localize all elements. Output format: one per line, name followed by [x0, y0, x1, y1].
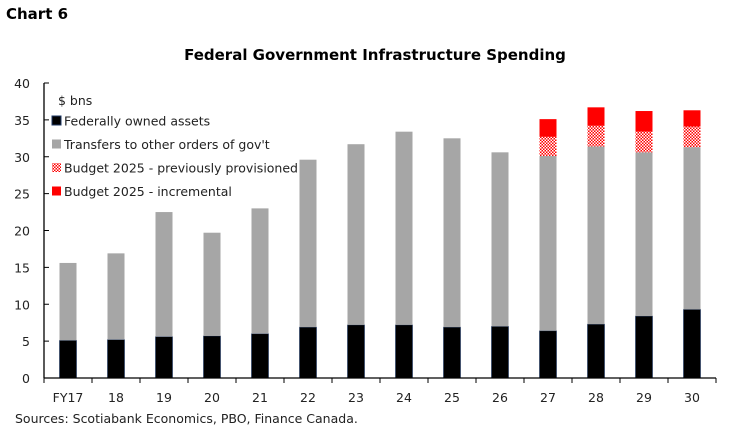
bar-federal	[299, 326, 317, 379]
bar-federal	[635, 315, 653, 379]
bar-federal	[587, 323, 605, 379]
y-axis-unit: $ bns	[58, 93, 92, 108]
y-tick-label: 10	[14, 297, 30, 312]
y-tick-label: 5	[22, 334, 30, 349]
y-tick-label: 40	[14, 76, 30, 91]
legend-label: Federally owned assets	[64, 114, 210, 129]
bar-federal	[155, 336, 173, 379]
bar-federal	[491, 326, 509, 379]
bar-federal	[539, 330, 557, 379]
bar-transfers	[395, 131, 413, 325]
x-tick-label: 26	[492, 390, 508, 405]
x-tick-label: 20	[204, 390, 220, 405]
bar-transfers	[491, 152, 509, 327]
x-tick-label: 18	[108, 390, 124, 405]
bar-federal	[347, 324, 365, 379]
bar-federal	[251, 333, 269, 379]
x-tick-label: 21	[252, 390, 268, 405]
bar-transfers	[587, 146, 605, 325]
x-tick-label: 24	[396, 390, 412, 405]
bar-provisioned	[539, 136, 557, 157]
legend-label: Transfers to other orders of gov't	[63, 137, 270, 152]
bar-transfers	[539, 156, 557, 331]
x-tick-label: 25	[444, 390, 460, 405]
x-tick-label: FY17	[53, 390, 84, 405]
x-tick-label: 29	[636, 390, 652, 405]
x-tick-label: 23	[348, 390, 364, 405]
bar-transfers	[347, 144, 365, 325]
legend-swatch	[51, 115, 62, 126]
legend-swatch	[52, 163, 61, 172]
bar-incremental	[683, 110, 701, 127]
legend-swatch	[52, 139, 61, 149]
x-tick-label: 22	[300, 390, 316, 405]
bar-transfers	[59, 262, 77, 341]
x-tick-label: 28	[588, 390, 604, 405]
legend-label: Budget 2025 - previously provisioned	[64, 161, 298, 176]
source-note: Sources: Scotiabank Economics, PBO, Fina…	[15, 411, 358, 426]
bar-provisioned	[635, 131, 653, 153]
y-tick-label: 20	[14, 224, 30, 239]
bar-incremental	[539, 119, 557, 137]
bar-transfers	[443, 138, 461, 328]
bar-incremental	[587, 107, 605, 126]
chart-title: Federal Government Infrastructure Spendi…	[184, 46, 566, 64]
bar-provisioned	[587, 125, 605, 147]
y-tick-label: 0	[22, 371, 30, 386]
x-tick-label: 19	[156, 390, 172, 405]
bar-federal	[443, 326, 461, 379]
bar-transfers	[155, 212, 173, 337]
bar-federal	[107, 339, 125, 379]
bar-provisioned	[683, 126, 701, 148]
y-tick-label: 25	[14, 187, 30, 202]
bar-transfers	[299, 159, 317, 328]
bar-transfers	[251, 208, 269, 334]
bar-transfers	[635, 152, 653, 317]
y-tick-label: 15	[14, 260, 30, 275]
bar-transfers	[203, 232, 221, 336]
x-tick-label: 30	[684, 390, 700, 405]
bar-transfers	[683, 147, 701, 310]
bar-federal	[683, 309, 701, 379]
bar-federal	[59, 340, 77, 379]
x-tick-label: 27	[540, 390, 556, 405]
chart-number: Chart 6	[6, 5, 69, 23]
legend-label: Budget 2025 - incremental	[64, 184, 232, 199]
y-tick-label: 35	[14, 113, 30, 128]
legend-swatch	[52, 186, 61, 196]
bar-federal	[203, 335, 221, 379]
bar-incremental	[635, 111, 653, 132]
bar-transfers	[107, 253, 125, 340]
bar-federal	[395, 324, 413, 379]
y-tick-label: 30	[14, 150, 30, 165]
